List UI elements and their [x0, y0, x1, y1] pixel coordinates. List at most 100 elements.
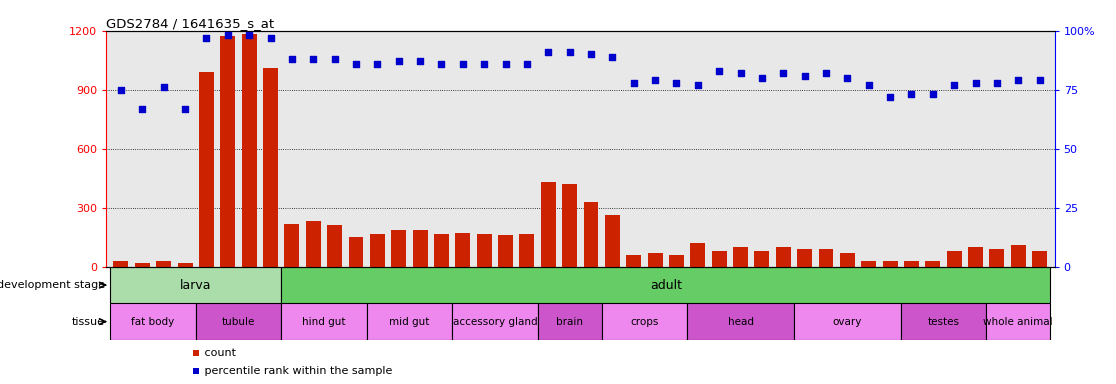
Point [347, 61, 365, 67]
Point [433, 61, 451, 67]
Point [667, 79, 685, 86]
Point [604, 54, 622, 60]
Point [988, 79, 1006, 86]
Bar [647, 253, 663, 267]
Point [1031, 77, 1049, 83]
Bar [946, 251, 962, 267]
Bar [797, 249, 812, 267]
Point [838, 75, 856, 81]
Text: count: count [201, 348, 235, 358]
Text: mid gut: mid gut [389, 316, 430, 327]
Point [796, 73, 814, 79]
Text: GDS2784 / 1641635_s_at: GDS2784 / 1641635_s_at [106, 17, 275, 30]
Bar [776, 247, 791, 267]
Bar [220, 36, 235, 267]
Text: larva: larva [180, 279, 212, 291]
Text: brain: brain [556, 316, 584, 327]
Bar [348, 237, 364, 267]
Point [411, 58, 429, 65]
Bar [242, 34, 257, 267]
Point [710, 68, 728, 74]
Text: tissue: tissue [73, 316, 105, 327]
Bar [925, 261, 941, 267]
Text: fat body: fat body [132, 316, 174, 327]
Bar [904, 261, 918, 267]
Bar [668, 255, 684, 267]
Point [583, 51, 600, 57]
Text: tubule: tubule [222, 316, 256, 327]
Bar [110, 267, 281, 303]
Point [497, 61, 514, 67]
Point [753, 75, 771, 81]
Bar [199, 72, 214, 267]
Point [368, 61, 386, 67]
Point [924, 91, 942, 98]
Bar [452, 303, 538, 340]
Bar [392, 230, 406, 267]
Bar [455, 233, 470, 267]
Bar [1032, 251, 1047, 267]
Text: whole animal: whole animal [983, 316, 1054, 327]
Bar [883, 261, 897, 267]
Point [155, 84, 173, 91]
Bar [818, 249, 834, 267]
Point [817, 70, 835, 76]
Bar [135, 263, 150, 267]
Bar [110, 303, 195, 340]
Bar [498, 235, 513, 267]
Text: crops: crops [631, 316, 658, 327]
Bar [281, 303, 367, 340]
Bar [687, 303, 793, 340]
Bar [519, 234, 535, 267]
Point [176, 106, 194, 112]
Bar [538, 303, 602, 340]
Bar [990, 249, 1004, 267]
Bar [862, 261, 876, 267]
Bar [281, 267, 1050, 303]
Point [775, 70, 792, 76]
Point [283, 56, 301, 62]
Point [305, 56, 323, 62]
Point [219, 32, 237, 38]
Bar [605, 215, 619, 267]
Point [966, 79, 984, 86]
Point [646, 77, 664, 83]
Point [732, 70, 750, 76]
Bar [901, 303, 987, 340]
Bar [712, 251, 727, 267]
Bar [285, 223, 299, 267]
Text: percentile rank within the sample: percentile rank within the sample [201, 366, 392, 376]
Bar [195, 303, 281, 340]
Text: ovary: ovary [833, 316, 862, 327]
Bar [327, 225, 343, 267]
Point [261, 35, 279, 41]
Point [560, 49, 578, 55]
Bar [413, 230, 427, 267]
Bar [114, 261, 128, 267]
Point [112, 87, 129, 93]
Bar [987, 303, 1050, 340]
Text: development stage: development stage [0, 280, 105, 290]
Point [903, 91, 921, 98]
Point [454, 61, 472, 67]
Point [518, 61, 536, 67]
Point [689, 82, 706, 88]
Bar [1011, 245, 1026, 267]
Bar [733, 247, 748, 267]
Bar [367, 303, 452, 340]
Bar [156, 261, 171, 267]
Text: adult: adult [650, 279, 682, 291]
Bar [477, 234, 492, 267]
Point [134, 106, 152, 112]
Point [389, 58, 407, 65]
Text: head: head [728, 316, 753, 327]
Bar [968, 247, 983, 267]
Bar [793, 303, 901, 340]
Point [240, 32, 258, 38]
Text: testes: testes [927, 316, 960, 327]
Bar [626, 255, 642, 267]
Text: hind gut: hind gut [302, 316, 346, 327]
Bar [584, 202, 598, 267]
Bar [263, 68, 278, 267]
Point [326, 56, 344, 62]
